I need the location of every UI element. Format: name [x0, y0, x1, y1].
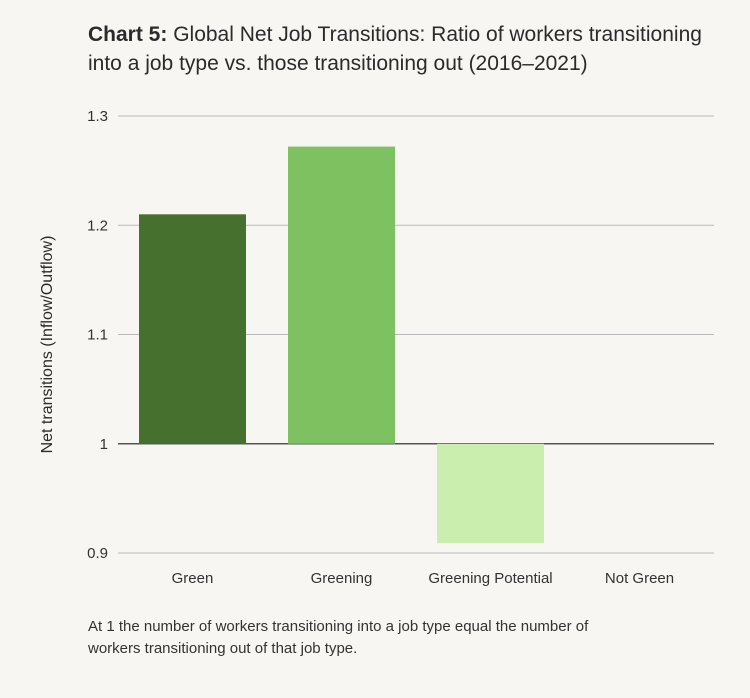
- x-tick-label: Green: [172, 570, 214, 587]
- bar-greening-potential: [437, 443, 544, 544]
- y-axis-ticks: 0.9 1 1.1 1.2 1.3: [87, 108, 108, 562]
- x-tick-label: Greening Potential: [428, 570, 552, 587]
- bar-green: [139, 214, 246, 444]
- y-tick-label: 1.3: [87, 108, 108, 125]
- y-tick-label: 0.9: [87, 545, 108, 562]
- x-tick-label: Not Green: [605, 570, 674, 587]
- chart-title-lead: Chart 5:: [88, 23, 168, 46]
- chart-footnote: At 1 the number of workers transitioning…: [88, 618, 589, 657]
- chart-title: Chart 5: Global Net Job Transitions: Rat…: [88, 20, 728, 78]
- bars: [139, 146, 544, 544]
- y-tick-label: 1: [100, 436, 108, 453]
- bar-greening: [288, 146, 395, 444]
- x-axis-ticks: Green Greening Greening Potential Not Green: [172, 570, 674, 587]
- y-tick-label: 1.1: [87, 327, 108, 344]
- y-axis-label: Net transitions (Inflow/Outflow): [39, 236, 56, 454]
- x-tick-label: Greening: [311, 570, 373, 587]
- chart-title-text: Global Net Job Transitions: Ratio of wor…: [88, 23, 702, 75]
- y-tick-label: 1.2: [87, 217, 108, 234]
